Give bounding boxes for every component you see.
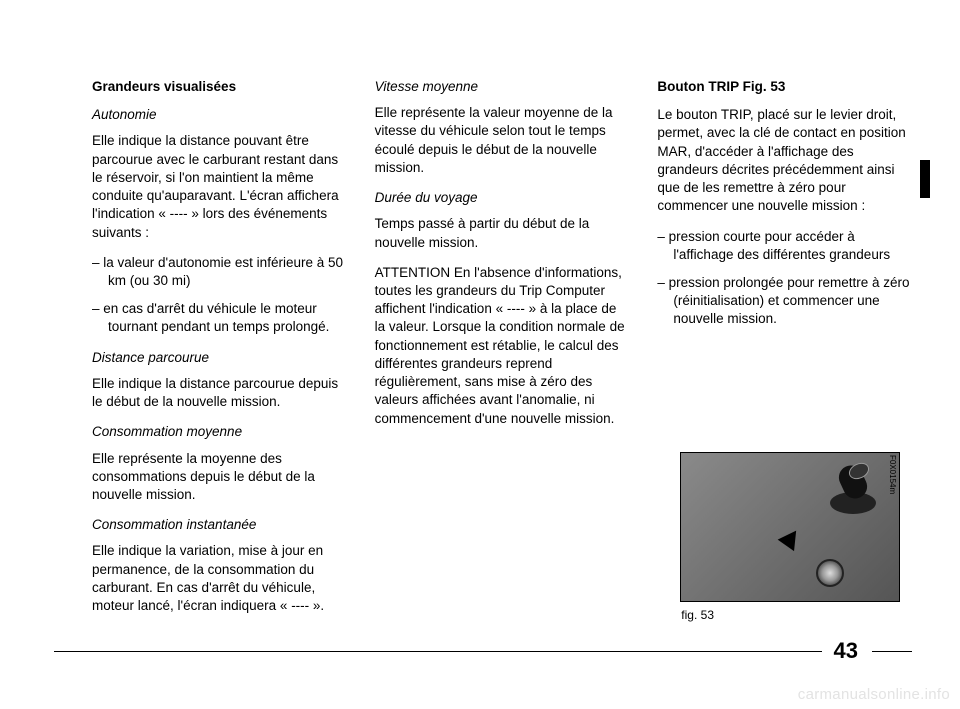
footer-rule: 43 [54, 638, 912, 664]
watermark-text: carmanualsonline.info [798, 686, 950, 703]
list-item: pression courte pour accéder à l'afficha… [657, 228, 910, 264]
manual-page: Grandeurs visualisées Autonomie Elle ind… [0, 0, 960, 709]
column-2: Vitesse moyenne Elle représente la valeu… [375, 78, 628, 627]
list-bouton-trip: pression courte pour accéder à l'afficha… [657, 228, 910, 329]
figure-lever [826, 461, 881, 516]
heading-autonomie: Autonomie [92, 106, 345, 124]
heading-cons-moyenne: Consommation moyenne [92, 423, 345, 441]
heading-bouton-trip: Bouton TRIP Fig. 53 [657, 78, 910, 96]
heading-vitesse: Vitesse moyenne [375, 78, 628, 96]
list-item: pression prolongée pour remettre à zéro … [657, 274, 910, 329]
list-item: en cas d'arrêt du véhicule le moteur tou… [92, 300, 345, 336]
para-duree: Temps passé à partir du début de la nouv… [375, 215, 628, 251]
para-autonomie: Elle indique la distance pouvant être pa… [92, 132, 345, 241]
figure-ignition [816, 559, 844, 587]
heading-distance: Distance parcourue [92, 349, 345, 367]
para-bouton-trip: Le bouton TRIP, placé sur le levier droi… [657, 106, 910, 215]
para-cons-moyenne: Elle représente la moyenne des consommat… [92, 450, 345, 505]
footer-rule-line [54, 651, 822, 652]
figure-code: F0X0154m [888, 455, 897, 494]
side-index-tab [920, 160, 930, 198]
list-item: la valeur d'autonomie est inférieure à 5… [92, 254, 345, 290]
column-1: Grandeurs visualisées Autonomie Elle ind… [92, 78, 345, 627]
para-distance: Elle indique la distance parcourue depui… [92, 375, 345, 411]
heading-grandeurs: Grandeurs visualisées [92, 78, 345, 96]
list-autonomie: la valeur d'autonomie est inférieure à 5… [92, 254, 345, 337]
figure-53: F0X0154m [680, 452, 900, 602]
footer-rule-line-right [872, 651, 912, 652]
figure-caption: fig. 53 [681, 608, 714, 622]
para-vitesse: Elle représente la valeur moyenne de la … [375, 104, 628, 177]
para-attention: ATTENTION En l'absence d'informations, t… [375, 264, 628, 428]
heading-duree: Durée du voyage [375, 189, 628, 207]
para-cons-inst: Elle indique la variation, mise à jour e… [92, 542, 345, 615]
heading-cons-inst: Consommation instantanée [92, 516, 345, 534]
page-number: 43 [822, 638, 864, 664]
